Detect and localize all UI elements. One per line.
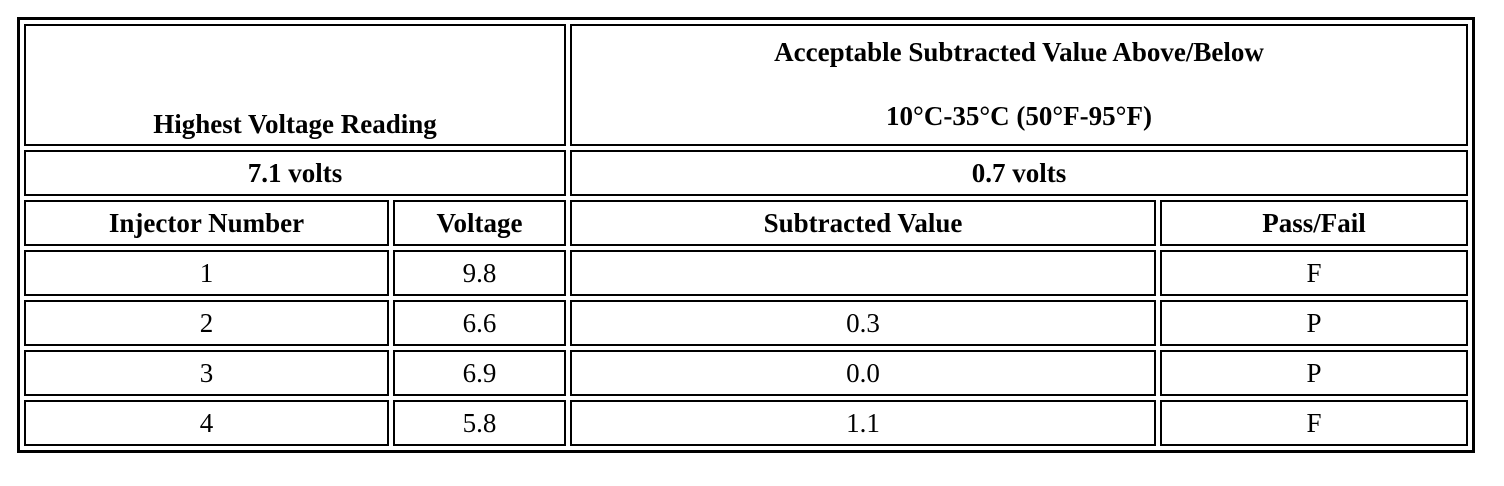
data-row: 3 6.9 0.0 P: [24, 350, 1468, 396]
spacer: [572, 74, 1466, 94]
empty-cell: [570, 250, 1156, 296]
header-line: 10°C-35°C (50°F-95°F): [886, 101, 1152, 131]
header-cell: Acceptable Subtracted Value Above/Below …: [570, 24, 1468, 146]
data-cell: 0.0: [570, 350, 1156, 396]
data-cell: P: [1160, 350, 1468, 396]
data-row: 2 6.6 0.3 P: [24, 300, 1468, 346]
injector-table: Highest Voltage Reading Acceptable Subtr…: [17, 17, 1475, 453]
data-cell: 5.8: [393, 400, 566, 446]
limit-row: 7.1 volts 0.7 volts: [24, 150, 1468, 196]
header-line: Acceptable Subtracted Value Above/Below: [774, 37, 1264, 67]
data-row: 4 5.8 1.1 F: [24, 400, 1468, 446]
column-header: Voltage: [393, 200, 566, 246]
header-row: Highest Voltage Reading Acceptable Subtr…: [24, 24, 1468, 146]
limit-cell: 0.7 volts: [570, 150, 1468, 196]
data-cell: 6.6: [393, 300, 566, 346]
column-header-row: Injector Number Voltage Subtracted Value Pa…: [24, 200, 1468, 246]
data-cell: 1: [24, 250, 389, 296]
data-cell: F: [1160, 250, 1468, 296]
data-cell: 0.3: [570, 300, 1156, 346]
data-row: 1 9.8 F: [24, 250, 1468, 296]
data-cell: 3: [24, 350, 389, 396]
column-header: Pass/Fail: [1160, 200, 1468, 246]
header-cell: Highest Voltage Reading: [24, 24, 566, 146]
limit-cell: 7.1 volts: [24, 150, 566, 196]
data-cell: 1.1: [570, 400, 1156, 446]
data-cell: P: [1160, 300, 1468, 346]
data-cell: 2: [24, 300, 389, 346]
column-header: Injector Number: [24, 200, 389, 246]
column-header: Subtracted Value: [570, 200, 1156, 246]
data-cell: F: [1160, 400, 1468, 446]
data-cell: 9.8: [393, 250, 566, 296]
data-cell: 4: [24, 400, 389, 446]
data-cell: 6.9: [393, 350, 566, 396]
